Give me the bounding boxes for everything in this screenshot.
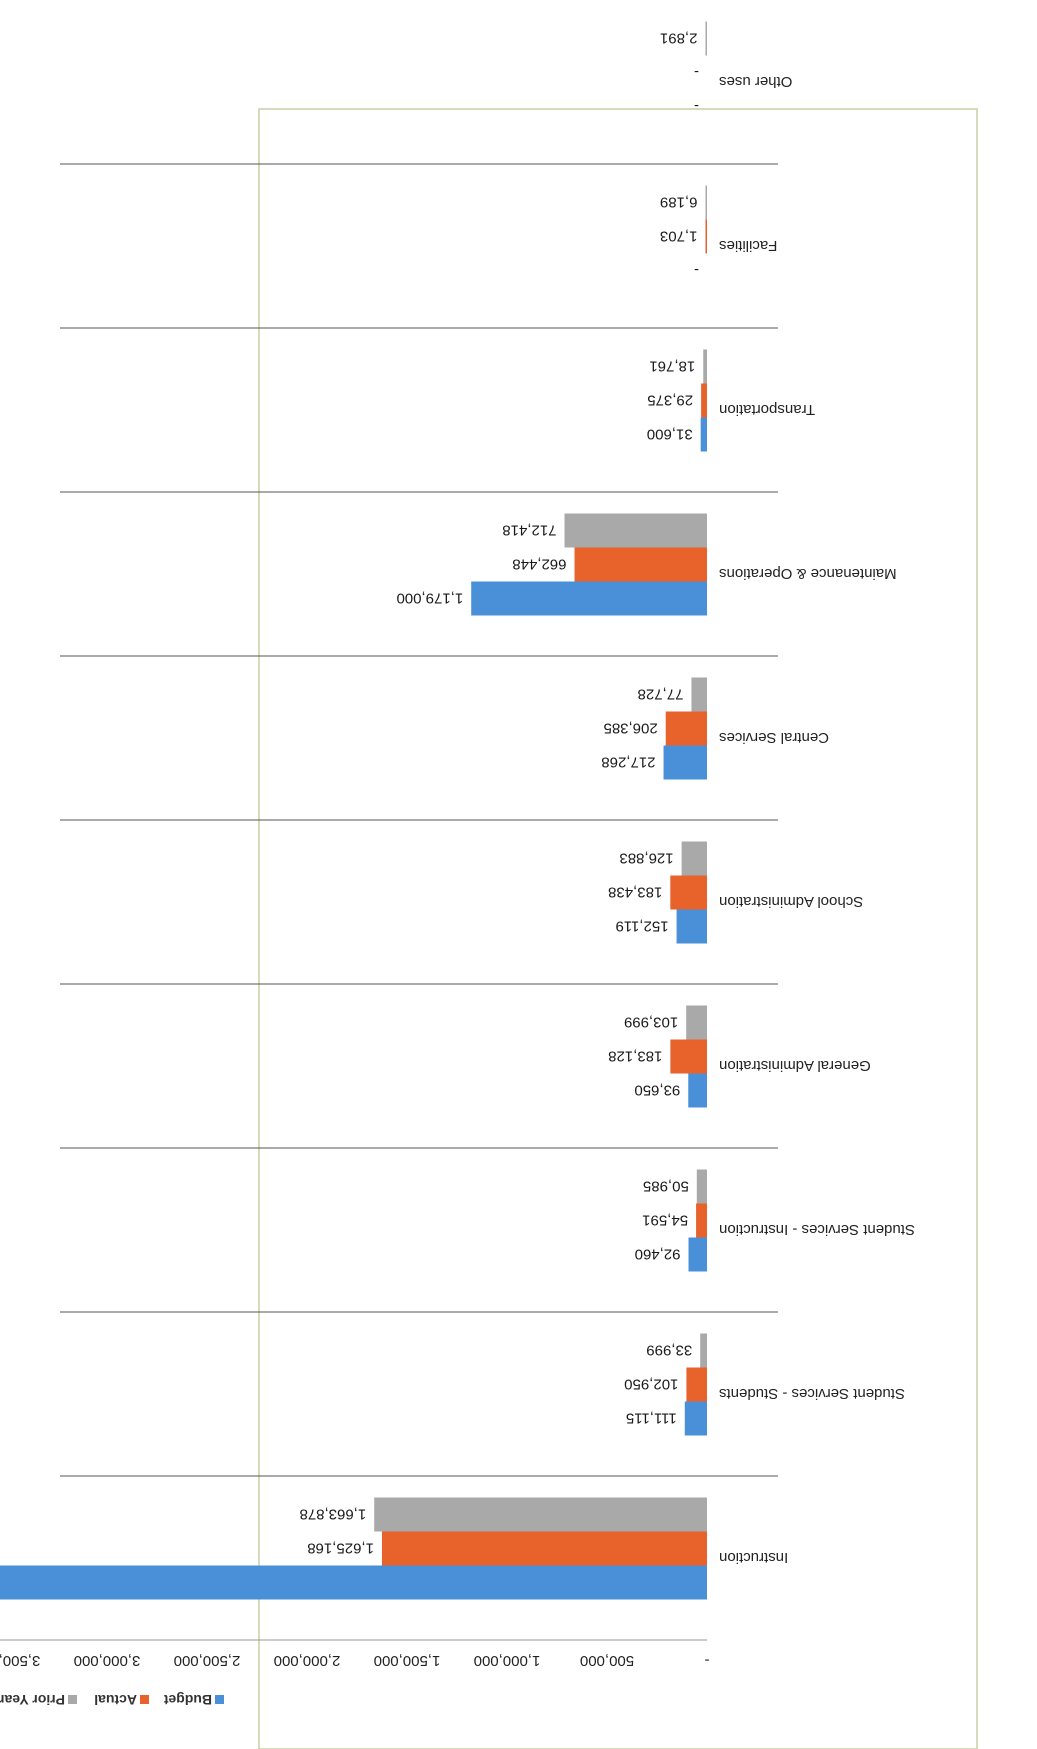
axis-tick-label: 2,000,000 bbox=[274, 1652, 341, 1669]
bar-actual-instruction bbox=[381, 1531, 707, 1566]
bar-prior-year-other-uses bbox=[705, 21, 707, 56]
data-label-prior-year-transportation: 18,761 bbox=[649, 358, 695, 375]
legend-label-prior-year: Prior Year bbox=[0, 1692, 65, 1708]
plot-area-frame bbox=[258, 108, 978, 1749]
legend-label-actual: Actual bbox=[94, 1692, 137, 1708]
bar-actual-student-services-students bbox=[686, 1367, 707, 1402]
data-label-prior-year-instruction: 1,663,878 bbox=[299, 1506, 366, 1523]
data-label-budget-student-services-instruction: 92,460 bbox=[635, 1246, 681, 1263]
bar-prior-year-student-services-students bbox=[700, 1333, 707, 1368]
category-dividers bbox=[60, 163, 778, 1477]
bar-actual-maintenance-operations bbox=[574, 547, 707, 582]
bar-prior-year-school-administration bbox=[681, 841, 707, 876]
bar-prior-year-central-services bbox=[691, 677, 707, 712]
data-label-actual-student-services-instruction: 54,591 bbox=[642, 1212, 688, 1229]
axis-tick-label: 3,500,000 bbox=[0, 1652, 40, 1669]
category-label-other-uses: Other uses bbox=[719, 73, 792, 90]
data-label-actual-central-services: 206,385 bbox=[603, 720, 657, 737]
bar-prior-year-student-services-instruction bbox=[696, 1169, 707, 1204]
axis-tick-label: 500,000 bbox=[580, 1652, 634, 1669]
axis-tick-label: 3,000,000 bbox=[74, 1652, 141, 1669]
data-label-actual-transportation: 29,375 bbox=[647, 392, 693, 409]
bar-budget-maintenance-operations bbox=[471, 581, 707, 616]
bar-budget-central-services bbox=[663, 745, 707, 780]
legend: Budget Actual Prior Year bbox=[0, 1692, 224, 1708]
bar-actual-school-administration bbox=[670, 875, 707, 910]
data-label-budget-central-services: 217,268 bbox=[601, 754, 655, 771]
axis-tick-label: 2,500,000 bbox=[174, 1652, 241, 1669]
bar-budget-transportation bbox=[700, 417, 707, 452]
bar-prior-year-maintenance-operations bbox=[564, 513, 707, 548]
data-label-prior-year-facilities: 6,189 bbox=[660, 194, 698, 211]
data-label-actual-instruction: 1,625,168 bbox=[307, 1540, 374, 1557]
data-label-actual-school-administration: 183,438 bbox=[608, 884, 662, 901]
legend-swatch-actual bbox=[140, 1695, 149, 1704]
data-label-budget-maintenance-operations: 1,179,000 bbox=[396, 590, 463, 607]
bar-budget-student-services-students bbox=[684, 1401, 707, 1436]
axis-tick-label: 1,000,000 bbox=[474, 1652, 541, 1669]
data-label-prior-year-other-uses: 2,891 bbox=[660, 30, 698, 47]
value-axis: - 500,000 1,000,000 1,500,000 2,000,000 2,500… bbox=[0, 1639, 710, 1669]
bar-actual-student-services-instruction bbox=[696, 1203, 707, 1238]
bar-budget-student-services-instruction bbox=[688, 1237, 707, 1272]
axis-tick-label: - bbox=[705, 1652, 710, 1669]
category-label-general-administration: General Administration bbox=[719, 1057, 871, 1074]
category-label-student-services-students: Student Services - Students bbox=[719, 1385, 905, 1402]
chart-root: Budget Actual Prior Year - 500,000 1,000,000… bbox=[0, 21, 978, 1749]
data-label-actual-student-services-students: 102,950 bbox=[624, 1376, 678, 1393]
bar-budget-general-administration bbox=[688, 1073, 707, 1108]
category-label-maintenance-operations: Maintenance & Operations bbox=[719, 565, 897, 582]
data-label-actual-general-administration: 183,128 bbox=[608, 1048, 662, 1065]
category-label-school-administration: School Administration bbox=[719, 893, 863, 910]
bar-actual-general-administration bbox=[670, 1039, 707, 1074]
bar-actual-transportation bbox=[701, 383, 707, 418]
category-labels: Instruction Student Services - Students St… bbox=[719, 73, 915, 1566]
bar-budget-instruction bbox=[0, 1565, 707, 1600]
data-label-budget-general-administration: 93,650 bbox=[634, 1082, 680, 1099]
data-label-actual-facilities: 1,703 bbox=[660, 228, 698, 245]
data-label-prior-year-central-services: 77,728 bbox=[638, 686, 684, 703]
data-label-prior-year-school-administration: 126,883 bbox=[619, 850, 673, 867]
data-labels: 3,586,0271,625,1681,663,878111,115102,95… bbox=[299, 30, 699, 1557]
bar-budget-school-administration bbox=[676, 909, 707, 944]
legend-swatch-prior-year bbox=[68, 1695, 77, 1704]
data-label-actual-maintenance-operations: 662,448 bbox=[512, 556, 566, 573]
category-label-central-services: Central Services bbox=[719, 729, 829, 746]
data-label-prior-year-general-administration: 103,999 bbox=[624, 1014, 678, 1031]
data-label-budget-student-services-students: 111,115 bbox=[626, 1410, 677, 1427]
bar-prior-year-facilities bbox=[705, 185, 707, 220]
data-label-actual-other-uses: - bbox=[694, 64, 699, 81]
legend-swatch-budget bbox=[215, 1695, 224, 1704]
data-label-prior-year-student-services-instruction: 50,985 bbox=[643, 1178, 689, 1195]
bars bbox=[0, 21, 707, 1600]
data-label-budget-facilities: - bbox=[694, 262, 699, 279]
bar-actual-facilities bbox=[705, 219, 707, 254]
category-label-facilities: Facilities bbox=[719, 237, 777, 254]
category-label-transportation: Transportation bbox=[719, 401, 815, 418]
category-label-student-services-instruction: Student Services - Instruction bbox=[719, 1221, 915, 1238]
bar-prior-year-transportation bbox=[703, 349, 707, 384]
data-label-prior-year-maintenance-operations: 712,418 bbox=[502, 522, 556, 539]
bar-prior-year-general-administration bbox=[686, 1005, 707, 1040]
data-label-budget-school-administration: 152,119 bbox=[615, 918, 668, 935]
bar-prior-year-instruction bbox=[374, 1497, 707, 1532]
data-label-prior-year-student-services-students: 33,999 bbox=[646, 1342, 692, 1359]
legend-label-budget: Budget bbox=[163, 1692, 212, 1708]
axis-tick-label: 1,500,000 bbox=[374, 1652, 441, 1669]
data-label-budget-transportation: 31,600 bbox=[647, 426, 693, 443]
bar-actual-central-services bbox=[665, 711, 707, 746]
data-label-budget-other-uses: - bbox=[694, 98, 699, 115]
category-label-instruction: Instruction bbox=[719, 1549, 788, 1566]
